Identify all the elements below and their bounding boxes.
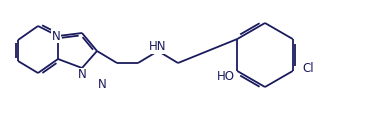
Text: N: N bbox=[98, 78, 106, 92]
Text: HN: HN bbox=[149, 40, 167, 54]
Text: N: N bbox=[52, 30, 61, 43]
Text: Cl: Cl bbox=[303, 62, 314, 76]
Text: HO: HO bbox=[217, 70, 235, 84]
Text: N: N bbox=[78, 69, 87, 82]
